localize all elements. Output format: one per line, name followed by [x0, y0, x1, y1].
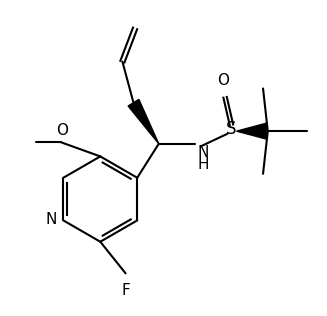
Polygon shape	[128, 100, 159, 144]
Text: O: O	[217, 74, 230, 88]
Text: F: F	[121, 283, 130, 298]
Polygon shape	[236, 123, 266, 139]
Text: H: H	[198, 157, 209, 172]
Text: N: N	[198, 145, 209, 160]
Text: methO: methO	[32, 137, 37, 138]
Text: O: O	[56, 124, 68, 138]
Text: N: N	[46, 212, 57, 227]
Text: S: S	[226, 120, 237, 137]
